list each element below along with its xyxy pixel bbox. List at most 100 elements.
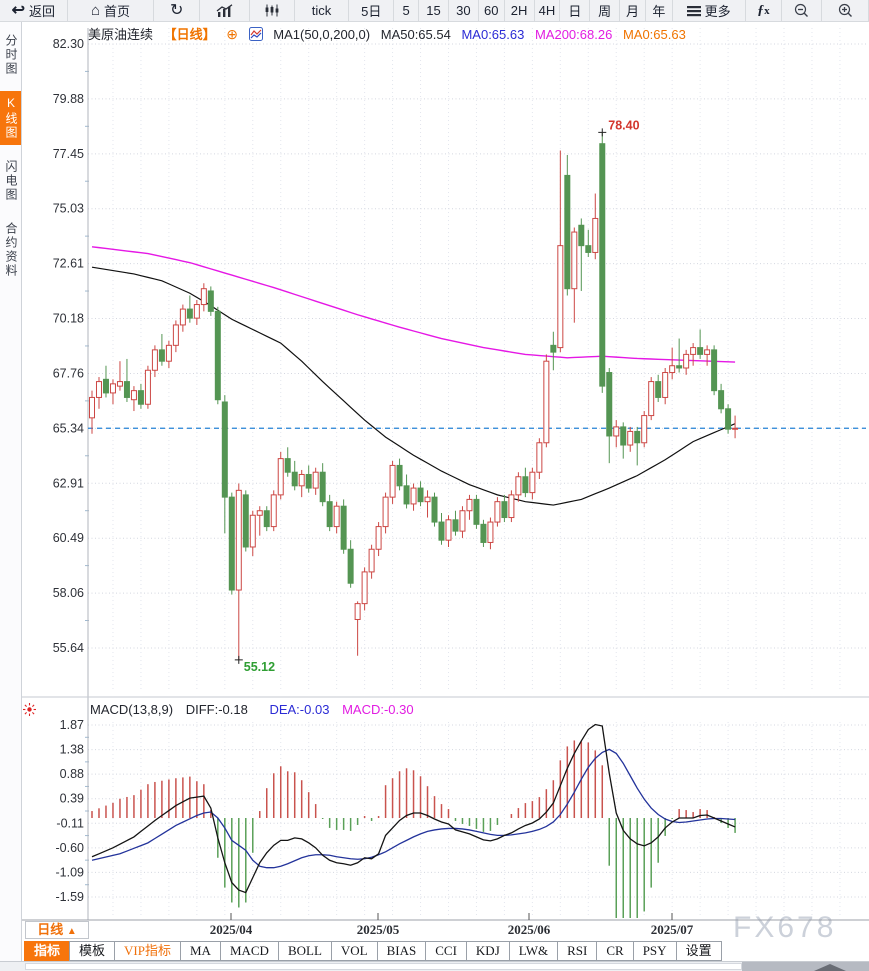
timeframe-15-button[interactable]: 15 (419, 0, 449, 21)
x-axis-label: 2025/05 (356, 922, 400, 937)
chart-header: 美原油连续 【日线】 ⊕ MA1(50,0,200,0) MA50:65.54 … (88, 24, 693, 42)
svg-text:58.06: 58.06 (53, 586, 84, 600)
sidebar-tab-分时图[interactable]: 分时图 (4, 34, 18, 76)
dea-value: DEA:-0.03 (269, 702, 330, 717)
indicator-tab-VOL[interactable]: VOL (330, 941, 378, 961)
moving-averages-layer (91, 246, 736, 506)
macd-layer (91, 723, 736, 918)
svg-text:-0.11: -0.11 (56, 816, 84, 830)
ma0-orange-value: MA0:65.63 (622, 27, 686, 42)
frame-layer (22, 28, 869, 921)
indicator-settings-sun-icon[interactable] (22, 702, 37, 722)
indicator-tab-BOLL[interactable]: BOLL (277, 941, 332, 961)
indicator-tab-模板[interactable]: 模板 (69, 941, 116, 961)
svg-text:77.45: 77.45 (53, 147, 84, 161)
indicator-tab-设置[interactable]: 设置 (675, 941, 722, 961)
indicator-tab-CCI[interactable]: CCI (425, 941, 467, 961)
x-axis-row: 日线 ▲ 2025/04 2025/05 2025/06 2025/07 (22, 921, 869, 940)
sidebar-tab-合约资料[interactable]: 合约资料 (4, 222, 18, 278)
svg-text:65.34: 65.34 (53, 421, 84, 435)
sidebar-tab-闪电图[interactable]: 闪电图 (4, 160, 18, 202)
ma50-value: MA50:65.54 (380, 27, 451, 42)
period-tag[interactable]: 【日线】 (163, 27, 216, 42)
ma200-value: MA200:68.26 (534, 27, 613, 42)
svg-text:78.40: 78.40 (608, 118, 639, 132)
indicator-tab-PSY[interactable]: PSY (632, 941, 677, 961)
svg-text:-1.09: -1.09 (56, 865, 85, 879)
top-toolbar: ↩ 返回 ⌂ 首页 ↻ tick 5日 5 15 30 60 2H 4H 日周月年更多 ƒx (0, 0, 869, 22)
timeframe-4H-button[interactable]: 4H (535, 0, 561, 21)
macd-header: MACD(13,8,9) DIFF:-0.18 DEA:-0.03 MACD:-… (90, 702, 423, 717)
menu-button[interactable]: 更多 (673, 0, 746, 21)
scrollbar-track[interactable] (25, 963, 742, 970)
refresh-button[interactable]: ↻ (154, 0, 201, 21)
timeframe-周-button[interactable]: 周 (590, 0, 621, 21)
svg-text:79.88: 79.88 (53, 92, 84, 106)
candlestick-button[interactable] (250, 0, 295, 21)
timeframe-5-button[interactable]: 5 (394, 0, 420, 21)
svg-text:-0.60: -0.60 (56, 841, 85, 855)
indicator-tab-MA[interactable]: MA (179, 941, 221, 961)
indicator-tab-RSI[interactable]: RSI (557, 941, 598, 961)
svg-text:0.39: 0.39 (60, 792, 84, 806)
zoom-out-button[interactable] (782, 0, 823, 21)
horizontal-scrollbar (0, 961, 869, 971)
svg-text:62.91: 62.91 (53, 476, 84, 490)
svg-text:70.18: 70.18 (53, 312, 84, 326)
zoom-in-button[interactable] (822, 0, 869, 21)
macd-params-and-diff: MACD(13,8,9) DIFF:-0.18 (90, 702, 248, 717)
back-arrow-button[interactable]: ↩ 返回 (0, 0, 68, 21)
timeframe-年-button[interactable]: 年 (646, 0, 673, 21)
home-button[interactable]: ⌂ 首页 (68, 0, 155, 21)
indicator-tab-CR[interactable]: CR (596, 941, 634, 961)
timeframe-月-button[interactable]: 月 (620, 0, 646, 21)
macd-value: MACD:-0.30 (342, 702, 414, 717)
annotations-layer: 78.40 55.12 (234, 118, 640, 674)
period-selector[interactable]: 日线 ▲ (25, 921, 89, 939)
indicator-tab-指标[interactable]: 指标 (24, 941, 71, 961)
svg-text:0.88: 0.88 (60, 767, 84, 781)
scrollbar-thumb[interactable] (742, 962, 869, 971)
svg-text:-1.59: -1.59 (56, 890, 85, 904)
candles-layer (89, 132, 739, 660)
chart-type-sidebar: 分时图 K线图闪电图合约资料 (0, 22, 22, 971)
x-axis-label: 2025/07 (650, 922, 694, 937)
timeframe-tick-button[interactable]: tick (295, 0, 350, 21)
svg-text:67.76: 67.76 (53, 366, 84, 380)
indicator-tab-MACD[interactable]: MACD (219, 941, 279, 961)
indicator-tab-BIAS[interactable]: BIAS (376, 941, 427, 961)
timeframe-30-button[interactable]: 30 (449, 0, 479, 21)
indicator-tab-VIP指标[interactable]: VIP指标 (114, 941, 181, 961)
svg-text:55.64: 55.64 (53, 641, 84, 655)
timeframe-2H-button[interactable]: 2H (505, 0, 535, 21)
svg-text:1.87: 1.87 (60, 718, 84, 732)
svg-text:75.03: 75.03 (53, 202, 84, 216)
indicator-tab-LW&[interactable]: LW& (508, 941, 559, 961)
add-indicator-icon[interactable]: ⊕ (226, 26, 239, 42)
x-axis-label: 2025/04 (209, 922, 253, 937)
sidebar-tab-K线图[interactable]: K线图 (0, 91, 21, 145)
grid-layer (88, 28, 866, 918)
timeframe-5日-button[interactable]: 5日 (349, 0, 395, 21)
expand-panel-triangle-icon[interactable] (814, 964, 846, 971)
fx-button[interactable]: ƒx (746, 0, 783, 21)
svg-text:82.30: 82.30 (53, 37, 84, 51)
candlestick-macd-chart: 82.30 79.88 77.45 75.03 72.61 70.18 67.76 65.34… (22, 28, 869, 921)
ma0-blue-value: MA0:65.63 (461, 27, 525, 42)
svg-text:60.49: 60.49 (53, 531, 84, 545)
timeframe-60-button[interactable]: 60 (479, 0, 505, 21)
trend-chart-button[interactable] (200, 0, 250, 21)
indicator-tab-bar: 指标 模板 VIP指标 MA MACD BOLL VOL BIAS CCI KDJ LW& RSI CR… (24, 941, 722, 961)
timeframe-日-button[interactable]: 日 (560, 0, 591, 21)
mini-chart-icon[interactable] (248, 27, 263, 44)
svg-text:1.38: 1.38 (60, 743, 84, 757)
indicator-tab-KDJ[interactable]: KDJ (465, 941, 510, 961)
symbol-name: 美原油连续 (88, 27, 154, 42)
axis-labels-layer: 82.30 79.88 77.45 75.03 72.61 70.18 67.76 65.34… (53, 37, 89, 904)
svg-text:55.12: 55.12 (244, 660, 275, 674)
triangle-up-icon: ▲ (66, 926, 77, 937)
fx678-watermark: FX678 (733, 911, 837, 944)
x-axis-label: 2025/06 (507, 922, 551, 937)
ma-settings: MA1(50,0,200,0) (273, 27, 371, 42)
